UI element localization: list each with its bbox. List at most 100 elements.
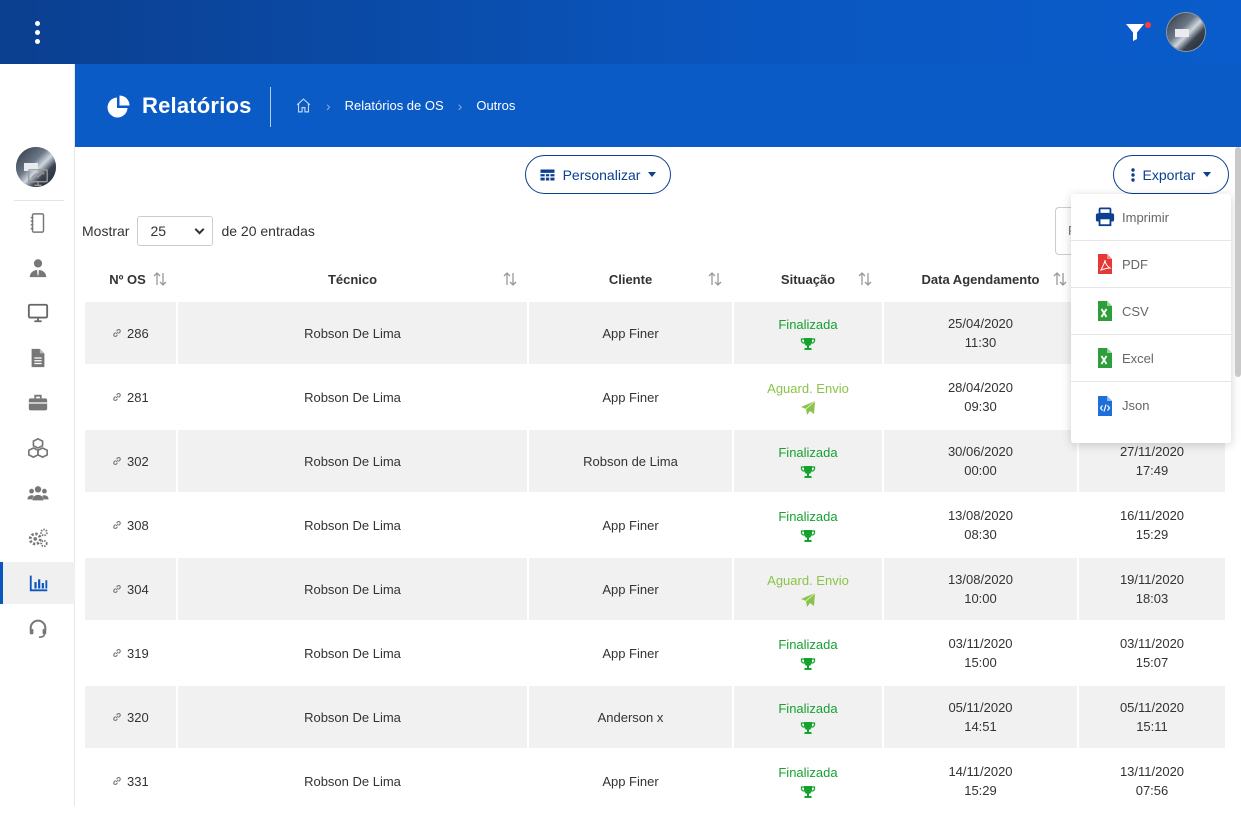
- table-row[interactable]: 302 Robson De Lima Robson de Lima Finalizad…: [85, 430, 1225, 492]
- os-number-cell[interactable]: 302: [85, 430, 176, 492]
- sort-icon[interactable]: [152, 271, 168, 287]
- page-size-value: 25: [150, 223, 167, 239]
- sidebar-item-desktop[interactable]: [0, 292, 75, 334]
- status-label: Finalizada: [778, 764, 838, 780]
- sidebar-item-briefcase[interactable]: [0, 382, 75, 424]
- col-header-os[interactable]: Nº OS: [85, 258, 176, 300]
- agendamento-date: 03/11/2020: [948, 636, 1013, 651]
- agendamento-time: 15:00: [964, 655, 997, 670]
- table-row[interactable]: 331 Robson De Lima App Finer Finalizada 14/1…: [85, 750, 1225, 812]
- table-row[interactable]: 308 Robson De Lima App Finer Finalizada 13/0…: [85, 494, 1225, 556]
- export-json-item[interactable]: Json: [1071, 382, 1231, 429]
- tecnico-cell: Robson De Lima: [178, 558, 527, 620]
- chevron-right-icon: ›: [457, 97, 463, 114]
- situacao-cell: Finalizada: [734, 622, 882, 684]
- table-row[interactable]: 320 Robson De Lima Anderson x Finalizada 05/…: [85, 686, 1225, 748]
- os-number-cell[interactable]: 320: [85, 686, 176, 748]
- export-print-item[interactable]: Imprimir: [1071, 194, 1231, 241]
- sort-icon[interactable]: [707, 271, 723, 287]
- table-header-row: Nº OS Técnico Cliente Situação Data Agen…: [85, 258, 1225, 300]
- os-number-cell[interactable]: 286: [85, 302, 176, 364]
- home-icon[interactable]: [295, 97, 312, 114]
- show-label: Mostrar: [82, 223, 130, 239]
- table-row[interactable]: 319 Robson De Lima App Finer Finalizada 03/1…: [85, 622, 1225, 684]
- link-icon: [113, 456, 121, 465]
- os-number: 320: [127, 709, 149, 725]
- breadcrumb-item-outros[interactable]: Outros: [476, 98, 516, 113]
- entries-control: Mostrar 25 de 20 entradas: [82, 216, 315, 246]
- os-number-cell[interactable]: 319: [85, 622, 176, 684]
- os-number-cell[interactable]: 331: [85, 750, 176, 812]
- caret-down-icon: [1203, 172, 1212, 177]
- page-header: Relatórios › Relatórios de OS › Outros: [75, 64, 1241, 147]
- sidebar-item-notebook[interactable]: [0, 202, 75, 244]
- filter-icon[interactable]: [1122, 20, 1148, 44]
- sidebar-item-documents[interactable]: [0, 337, 75, 379]
- table-row[interactable]: 286 Robson De Lima App Finer Finalizada 25/0…: [85, 302, 1225, 364]
- col-header-cliente[interactable]: Cliente: [529, 258, 732, 300]
- col-header-situacao[interactable]: Situação: [734, 258, 882, 300]
- chevron-right-icon: ›: [326, 97, 331, 114]
- page-size-select[interactable]: 25: [137, 216, 214, 246]
- cliente-cell: App Finer: [529, 494, 732, 556]
- sort-icon[interactable]: [857, 271, 873, 287]
- col-header-agendamento[interactable]: Data Agendamento: [884, 258, 1077, 300]
- monitor-chart-icon: [27, 169, 48, 187]
- situacao-cell: Finalizada: [734, 302, 882, 364]
- csv-file-icon: [1098, 301, 1112, 321]
- export-csv-item[interactable]: CSV: [1071, 288, 1231, 335]
- customize-button[interactable]: Personalizar: [525, 155, 671, 194]
- agendamento-time: 08:30: [964, 527, 997, 542]
- os-number-cell[interactable]: 304: [85, 558, 176, 620]
- os-number: 319: [127, 645, 149, 661]
- sort-icon[interactable]: [502, 271, 518, 287]
- vertical-dots-icon[interactable]: [26, 18, 48, 46]
- table-row[interactable]: 281 Robson De Lima App Finer Aguard. Envio 2…: [85, 366, 1225, 428]
- agendamento-time: 09:30: [964, 399, 997, 414]
- sidebar-avatar[interactable]: [16, 147, 56, 187]
- table-row[interactable]: 304 Robson De Lima App Finer Aguard. Envio 1…: [85, 558, 1225, 620]
- user-avatar[interactable]: [1166, 12, 1206, 52]
- tecnico-cell: Robson De Lima: [178, 494, 527, 556]
- table-body: 286 Robson De Lima App Finer Finalizada 25/0…: [85, 302, 1225, 812]
- cliente-cell: App Finer: [529, 558, 732, 620]
- status-label: Finalizada: [778, 700, 838, 716]
- page-scrollbar[interactable]: [1235, 147, 1241, 377]
- cliente-cell: Anderson x: [529, 686, 732, 748]
- agendamento-time: 10:00: [964, 591, 997, 606]
- data2-date: 16/11/2020: [1119, 508, 1185, 523]
- header-divider: [270, 87, 271, 127]
- table-icon: [540, 169, 555, 180]
- link-icon: [113, 392, 121, 401]
- agendamento-cell: 05/11/2020 14:51: [884, 686, 1077, 748]
- tecnico-cell: Robson De Lima: [178, 302, 527, 364]
- col-header-tecnico[interactable]: Técnico: [178, 258, 527, 300]
- sidebar-item-dashboard[interactable]: [0, 157, 75, 199]
- tecnico-cell: Robson De Lima: [178, 366, 527, 428]
- sidebar-item-reports[interactable]: [0, 562, 75, 604]
- export-excel-item[interactable]: Excel: [1071, 335, 1231, 382]
- os-table: Nº OS Técnico Cliente Situação Data Agen…: [83, 256, 1227, 814]
- data2-time: 18:03: [1135, 591, 1169, 606]
- agendamento-cell: 13/08/2020 10:00: [884, 558, 1077, 620]
- sort-icon[interactable]: [1052, 271, 1068, 287]
- sidebar-item-products[interactable]: [0, 427, 75, 469]
- export-pdf-item[interactable]: PDF: [1071, 241, 1231, 288]
- sidebar-item-users[interactable]: [0, 247, 75, 289]
- data2-time: 15:11: [1136, 719, 1168, 734]
- notebook-icon: [30, 213, 44, 233]
- breadcrumb-item-relatorios-os[interactable]: Relatórios de OS: [344, 98, 444, 113]
- sidebar-item-teams[interactable]: [0, 472, 75, 514]
- data2-date: 19/11/2020: [1119, 572, 1185, 587]
- export-button[interactable]: Exportar: [1113, 155, 1229, 194]
- os-number-cell[interactable]: 281: [85, 366, 176, 428]
- agendamento-date: 25/04/2020: [947, 316, 1014, 331]
- os-number: 281: [127, 389, 149, 405]
- os-number-cell[interactable]: 308: [85, 494, 176, 556]
- sidebar-item-settings[interactable]: [0, 517, 75, 559]
- link-icon: [113, 584, 121, 593]
- data2-time: 15:07: [1135, 655, 1169, 670]
- sidebar-item-support[interactable]: [0, 607, 75, 649]
- trophy-icon: [800, 657, 816, 670]
- trophy-icon: [800, 337, 816, 350]
